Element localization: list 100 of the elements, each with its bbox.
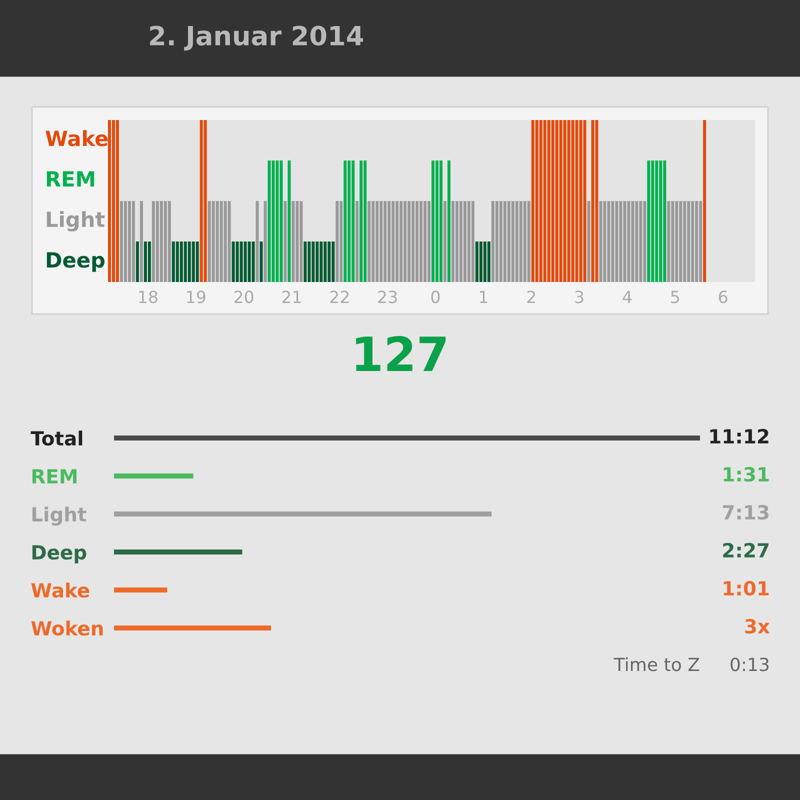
bar <box>208 201 211 282</box>
bar <box>108 120 111 282</box>
x-tick-label: 20 <box>234 290 254 304</box>
bar <box>136 242 139 282</box>
x-tick-label: 22 <box>330 290 349 303</box>
bar <box>659 160 662 282</box>
bar <box>639 201 642 282</box>
bar <box>332 242 335 282</box>
bar <box>112 120 115 282</box>
bar <box>396 201 399 282</box>
bar <box>703 120 706 282</box>
bar <box>288 160 291 282</box>
bar <box>675 201 678 282</box>
bar <box>455 201 458 282</box>
bar <box>160 201 163 282</box>
bar <box>687 201 690 282</box>
bar <box>463 201 466 282</box>
bar <box>156 201 159 282</box>
bar <box>264 201 267 282</box>
bar <box>543 120 546 282</box>
bar <box>539 120 542 282</box>
bar <box>479 242 482 282</box>
bar <box>400 201 403 282</box>
bar <box>647 160 650 282</box>
bar <box>671 201 674 282</box>
bar <box>579 120 582 282</box>
bar <box>384 201 387 282</box>
bar <box>114 588 168 592</box>
bar <box>372 201 375 282</box>
bar <box>276 160 279 282</box>
x-tick-label: 5 <box>671 290 679 304</box>
data-label: 1:31 <box>724 466 769 482</box>
bar <box>447 160 450 282</box>
bar <box>188 242 191 282</box>
bar <box>611 201 614 282</box>
bar <box>320 242 323 282</box>
bar <box>228 201 231 282</box>
x-tick-label: 1 <box>480 290 488 303</box>
bar <box>471 201 474 282</box>
bar <box>555 120 558 282</box>
bar <box>192 242 195 282</box>
text: 0:13 <box>730 658 769 672</box>
bar <box>583 120 586 282</box>
bar <box>120 201 123 282</box>
bar <box>595 120 598 282</box>
bar <box>432 160 434 282</box>
bar <box>416 201 419 282</box>
x-tick-label: 4 <box>622 290 632 303</box>
bar <box>511 201 514 282</box>
bar <box>312 242 315 282</box>
bar <box>571 120 574 282</box>
bar <box>623 201 626 282</box>
x-tick-label: 0 <box>431 290 440 304</box>
bar <box>563 120 566 282</box>
bar <box>176 242 179 282</box>
bar <box>551 120 554 282</box>
bar <box>114 550 242 554</box>
bar <box>655 160 658 282</box>
bar <box>547 120 550 282</box>
bar <box>495 201 498 282</box>
bar <box>252 242 255 282</box>
bar <box>114 512 492 516</box>
bar <box>695 201 698 282</box>
bar <box>567 120 570 282</box>
bar <box>699 201 702 282</box>
bar <box>344 160 347 282</box>
bar <box>336 201 339 282</box>
x-tick-label: 6 <box>718 290 728 304</box>
bar <box>679 201 682 282</box>
bar <box>587 201 590 282</box>
bar <box>631 201 634 282</box>
bar <box>527 201 530 282</box>
bar <box>487 242 490 282</box>
bar <box>651 160 654 282</box>
bar <box>356 201 359 282</box>
text: Time to Z <box>614 657 700 672</box>
bar <box>627 201 630 282</box>
data-label: 7:13 <box>722 504 768 520</box>
bar <box>408 201 411 282</box>
bar <box>328 242 331 282</box>
bar <box>340 201 343 282</box>
bar <box>232 242 235 282</box>
bar <box>140 201 143 282</box>
bar <box>404 201 407 282</box>
bar <box>204 120 207 282</box>
bar <box>296 201 299 282</box>
bar <box>300 201 303 282</box>
bar <box>128 201 131 282</box>
y-tick-label: Wake <box>31 582 90 598</box>
bar <box>376 201 379 282</box>
bar <box>292 201 295 282</box>
text: 127 <box>356 336 446 372</box>
bar <box>248 242 251 282</box>
bar <box>256 201 259 282</box>
bar <box>324 242 327 282</box>
bar <box>364 160 367 282</box>
bar <box>467 201 470 282</box>
bar <box>352 160 355 282</box>
bar <box>308 242 311 282</box>
bar <box>599 201 602 282</box>
